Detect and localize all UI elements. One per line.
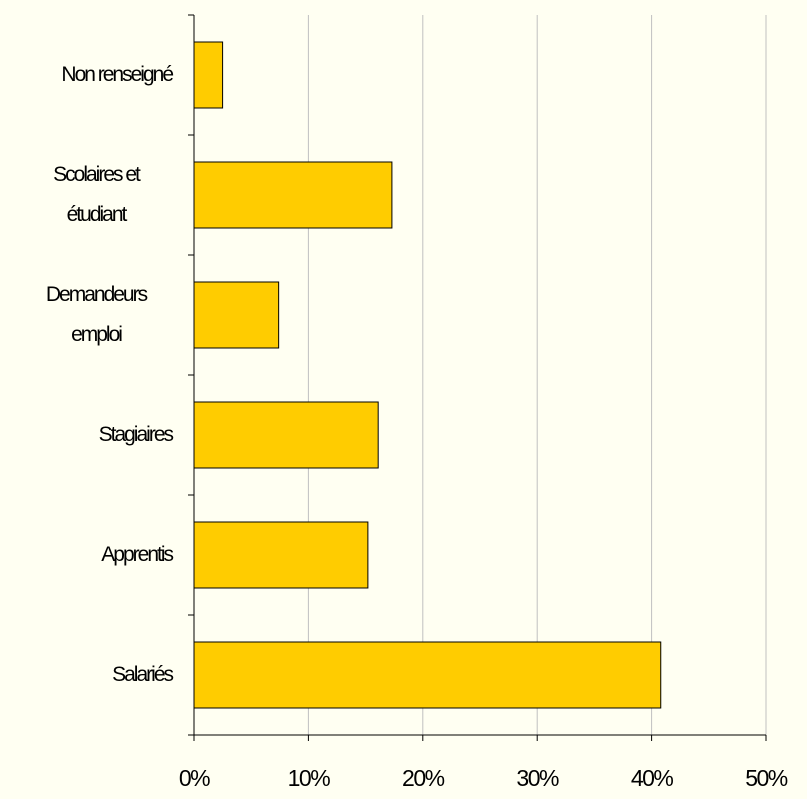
x-tick-label: 40%	[630, 765, 674, 791]
x-tick-label: 50%	[745, 765, 788, 791]
bar	[193, 41, 224, 109]
x-tick-label: 30%	[516, 765, 559, 791]
y-tick-label: Non renseigné	[61, 63, 174, 86]
bar	[193, 521, 369, 589]
x-tick-label: 0%	[178, 765, 211, 791]
bar	[193, 641, 662, 709]
bar	[193, 401, 379, 469]
bar	[193, 161, 393, 229]
x-tick-label: 10%	[287, 765, 331, 791]
y-tick-label: Salariés	[112, 663, 174, 686]
y-tick-label: Scolaires et étudiant	[53, 163, 141, 226]
y-tick-label: Apprentis	[101, 543, 174, 566]
bar	[193, 281, 280, 349]
y-tick-label: Stagiaires	[98, 423, 174, 446]
x-tick-label: 20%	[402, 765, 445, 791]
y-tick-label: Demandeurs emploi	[45, 283, 148, 346]
